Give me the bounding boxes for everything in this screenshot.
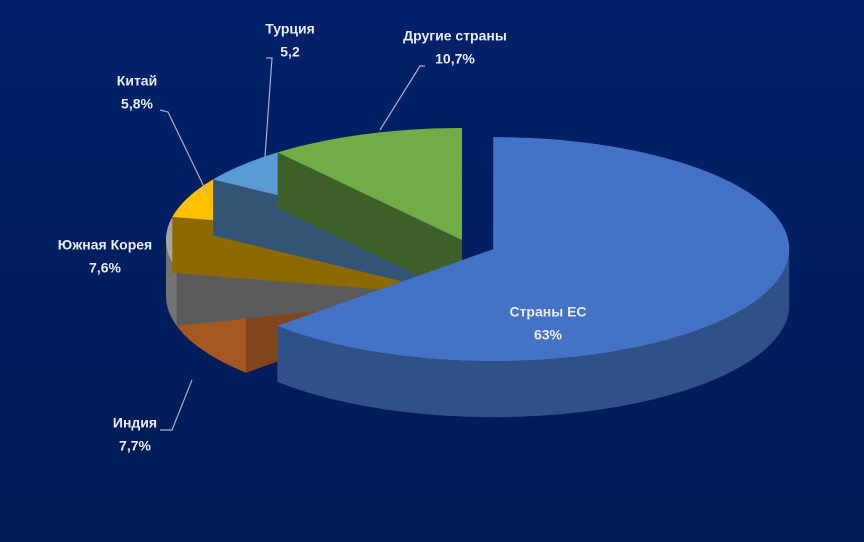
slice-label: Китай [117, 73, 157, 89]
value-label: 10,7% [435, 51, 475, 67]
slice-side [213, 179, 462, 296]
value-label: 5,2 [280, 44, 300, 60]
slice-label: Другие страны [403, 28, 507, 44]
leader-line [160, 379, 193, 431]
slice [277, 137, 790, 362]
slice-label: Южная Корея [58, 237, 152, 253]
slice-label: Турция [265, 21, 315, 37]
slice-label: Индия [113, 415, 157, 431]
leader-line [159, 109, 208, 194]
value-label: 7,6% [89, 260, 121, 276]
slice-side [277, 152, 462, 296]
slice-wall [166, 240, 177, 326]
slice-wall [277, 249, 790, 418]
value-label: 5,8% [121, 96, 153, 112]
value-label: 63% [534, 327, 563, 343]
slice-label: Страны ЕС [509, 304, 586, 320]
leader-line [379, 65, 425, 131]
leader-line [264, 57, 273, 158]
slice [277, 128, 462, 240]
value-label: 7,7% [119, 438, 151, 454]
